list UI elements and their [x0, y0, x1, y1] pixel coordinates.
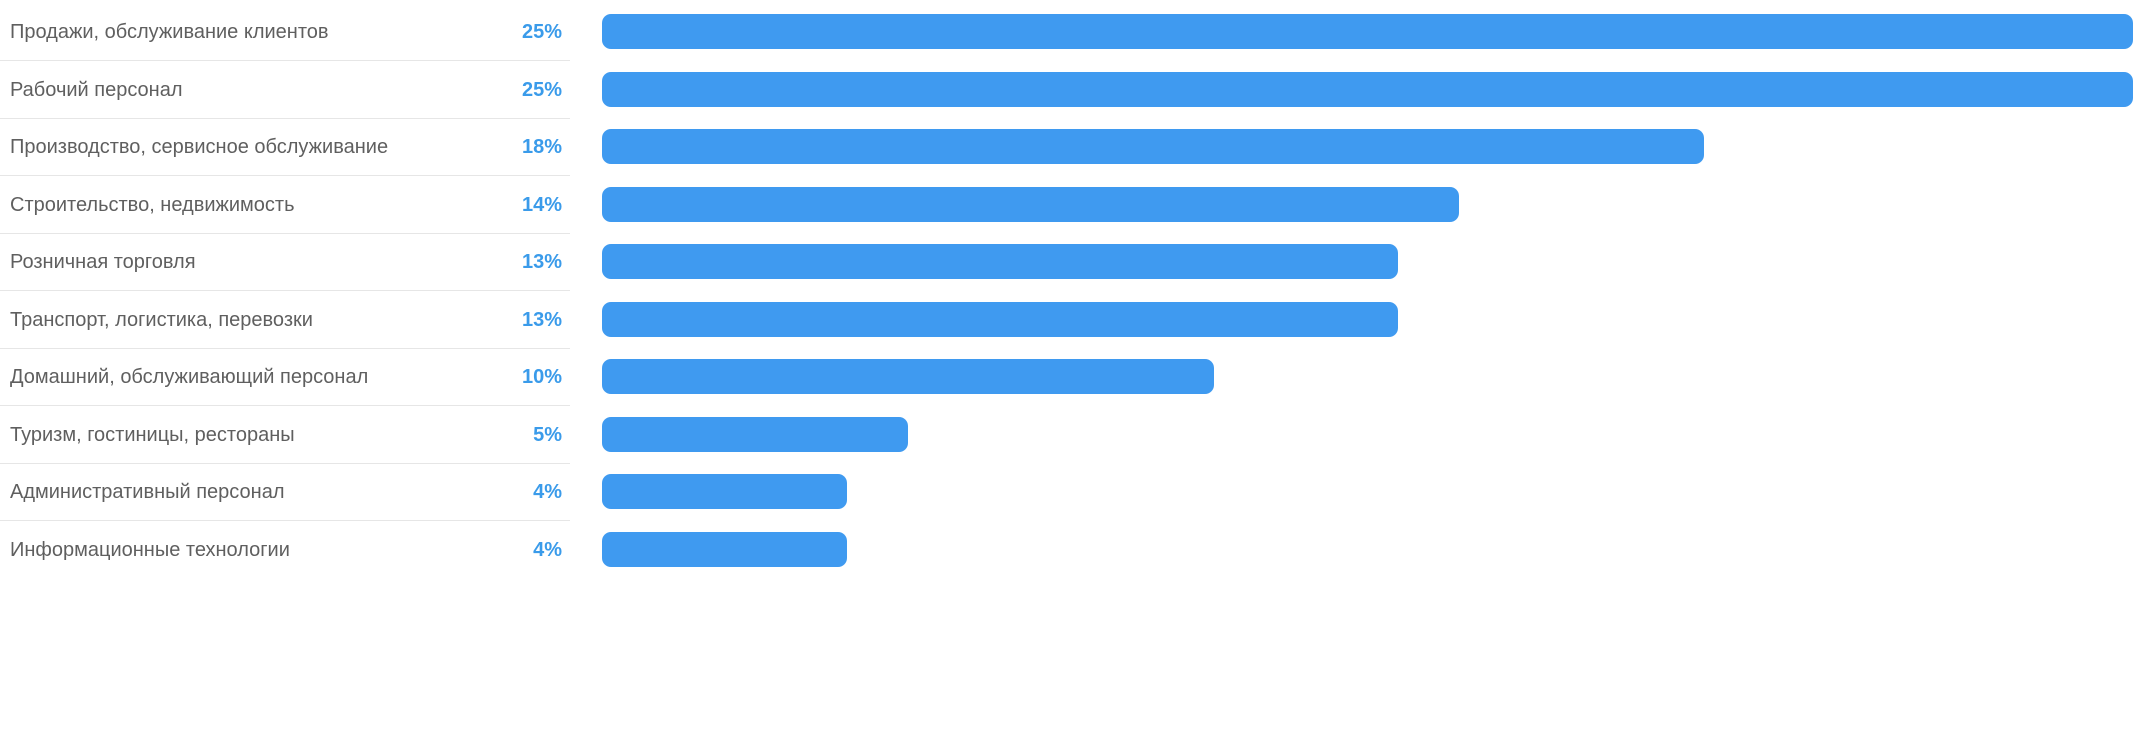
chart-row: Продажи, обслуживание клиентов 25%: [0, 12, 2133, 70]
row-divider: [0, 290, 570, 291]
chart-row: Розничная торговля 13%: [0, 242, 2133, 300]
category-label: Производство, сервисное обслуживание: [10, 136, 389, 158]
chart-row: Транспорт, логистика, перевозки 13%: [0, 300, 2133, 358]
chart-row: Туризм, гостиницы, рестораны 5%: [0, 415, 2133, 473]
bar: [602, 416, 909, 452]
chart-row: Домашний, обслуживающий персонал 10%: [0, 357, 2133, 415]
category-label: Административный персонал: [10, 481, 285, 503]
category-label: Туризм, гостиницы, рестораны: [10, 423, 295, 446]
value-label: 4%: [533, 538, 562, 561]
value-label: 13%: [521, 308, 562, 331]
row-divider: [0, 347, 570, 349]
value-label: 25%: [521, 21, 562, 43]
value-label: 13%: [521, 251, 562, 273]
value-label: 18%: [521, 136, 562, 158]
category-label: Строительство, недвижимость: [10, 193, 295, 216]
category-label: Розничная торговля: [10, 251, 196, 273]
category-label: Рабочий персонал: [10, 78, 183, 101]
bar: [602, 531, 847, 567]
row-divider: [0, 175, 570, 176]
chart-row: Производство, сервисное обслуживание 18%: [0, 127, 2133, 185]
row-divider: [0, 405, 570, 406]
value-label: 4%: [533, 481, 562, 503]
bar: [602, 186, 1460, 222]
row-divider: [0, 60, 570, 61]
value-label: 25%: [521, 78, 562, 101]
chart-row: Информационные технологии 4%: [0, 530, 2133, 588]
chart-row: Строительство, недвижимость 14%: [0, 185, 2133, 243]
category-label: Домашний, обслуживающий персонал: [10, 366, 369, 388]
value-label: 14%: [521, 193, 562, 216]
category-label: Продажи, обслуживание клиентов: [10, 21, 329, 43]
bar: [602, 14, 2133, 49]
category-label: Информационные технологии: [10, 538, 290, 561]
row-divider: [0, 232, 570, 234]
bar: [602, 71, 2133, 107]
value-label: 10%: [521, 366, 562, 388]
row-divider: [0, 520, 570, 521]
row-divider: [0, 462, 570, 464]
bar: [602, 244, 1399, 279]
bar: [602, 301, 1399, 337]
category-label: Транспорт, логистика, перевозки: [10, 308, 313, 331]
chart-row: Рабочий персонал 25%: [0, 70, 2133, 128]
row-divider: [0, 117, 570, 119]
value-label: 5%: [533, 423, 562, 446]
chart-row: Административный персонал 4%: [0, 472, 2133, 530]
bar: [602, 129, 1705, 164]
bar: [602, 359, 1215, 394]
bar: [602, 474, 847, 509]
